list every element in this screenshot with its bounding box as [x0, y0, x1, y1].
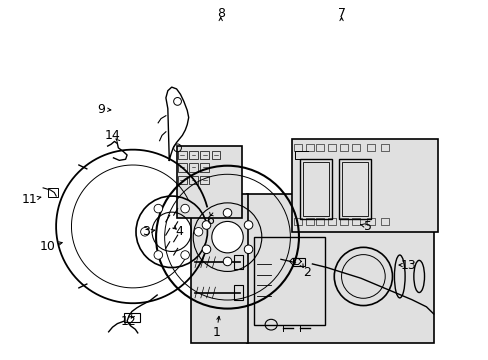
Text: 6: 6: [205, 213, 213, 226]
Bar: [124, 313, 140, 322]
Bar: [339, 217, 347, 225]
Bar: [254, 237, 324, 325]
Bar: [48, 188, 58, 197]
Text: 14: 14: [104, 129, 120, 142]
Circle shape: [154, 204, 163, 213]
Bar: [178, 151, 186, 159]
Bar: [233, 255, 242, 269]
Bar: [292, 258, 305, 266]
Text: 11: 11: [22, 193, 38, 206]
Bar: [293, 144, 301, 152]
Circle shape: [181, 204, 189, 213]
Text: 4: 4: [175, 225, 183, 238]
Bar: [211, 151, 220, 159]
Bar: [189, 151, 198, 159]
Circle shape: [244, 245, 252, 253]
Text: 9: 9: [97, 103, 105, 116]
Bar: [293, 217, 301, 225]
Bar: [176, 146, 242, 217]
Bar: [342, 162, 367, 216]
Bar: [381, 144, 388, 152]
Circle shape: [202, 245, 210, 253]
Bar: [191, 194, 248, 342]
Bar: [305, 217, 313, 225]
Bar: [366, 144, 374, 152]
Circle shape: [223, 257, 231, 266]
Bar: [200, 151, 209, 159]
Bar: [351, 144, 359, 152]
Bar: [233, 285, 242, 300]
Circle shape: [202, 221, 210, 229]
Circle shape: [181, 251, 189, 259]
Text: 13: 13: [400, 258, 415, 271]
Bar: [315, 217, 323, 225]
Bar: [327, 217, 335, 225]
Bar: [178, 176, 186, 184]
Text: 5: 5: [364, 220, 371, 233]
Circle shape: [141, 228, 149, 236]
Bar: [200, 163, 209, 172]
Bar: [189, 176, 198, 184]
Bar: [338, 158, 370, 219]
Text: 1: 1: [212, 327, 220, 339]
Bar: [315, 144, 323, 152]
Bar: [351, 217, 359, 225]
Bar: [327, 144, 335, 152]
Bar: [381, 217, 388, 225]
Circle shape: [154, 251, 163, 259]
Bar: [339, 144, 347, 152]
Bar: [366, 217, 374, 225]
Bar: [305, 144, 313, 152]
Bar: [200, 176, 209, 184]
Text: 2: 2: [302, 266, 310, 279]
Bar: [178, 163, 186, 172]
Circle shape: [194, 228, 203, 236]
Text: 8: 8: [216, 8, 224, 21]
Bar: [246, 194, 433, 342]
Bar: [291, 139, 437, 232]
Text: 10: 10: [40, 240, 56, 253]
Circle shape: [211, 221, 243, 253]
Bar: [189, 163, 198, 172]
Bar: [303, 162, 328, 216]
Text: 3: 3: [142, 225, 150, 238]
Text: 7: 7: [337, 8, 345, 21]
Circle shape: [244, 221, 252, 229]
Text: 12: 12: [121, 315, 137, 328]
Circle shape: [223, 208, 231, 217]
Bar: [300, 158, 331, 219]
